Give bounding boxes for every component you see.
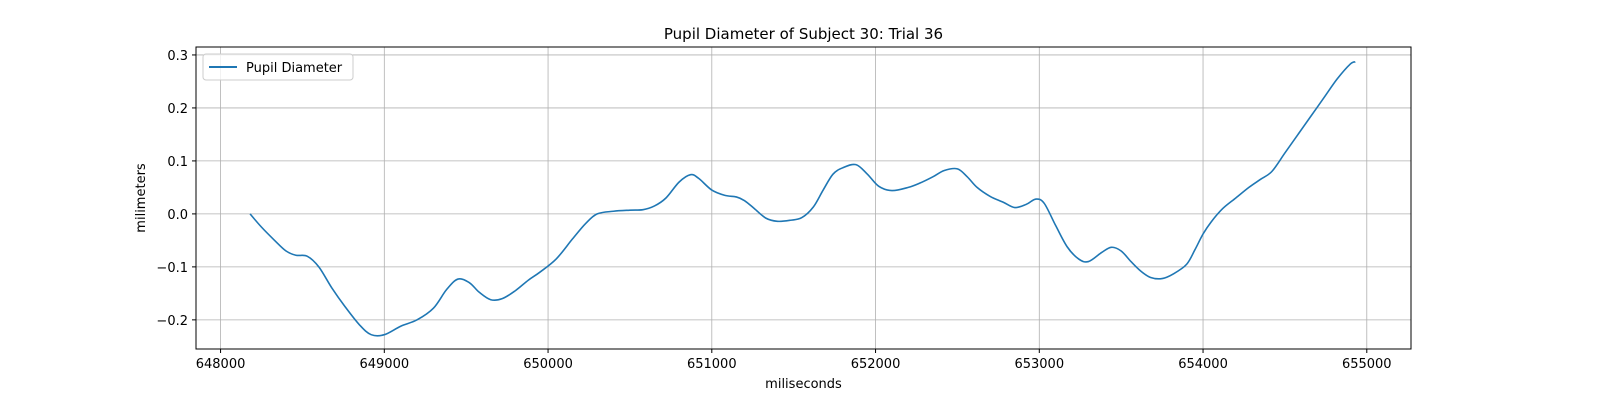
- x-axis-label: miliseconds: [765, 377, 842, 392]
- x-tick-label: 651000: [687, 357, 737, 372]
- y-axis-label: milimeters: [134, 163, 149, 233]
- y-tick-label: 0.1: [167, 155, 188, 170]
- grid-layer: [196, 47, 1411, 349]
- legend-label-pupil-diameter: Pupil Diameter: [246, 61, 343, 76]
- legend: Pupil Diameter: [202, 53, 354, 81]
- legend-box: [202, 53, 354, 81]
- x-tick-label: 650000: [523, 357, 573, 372]
- x-tick-label: 653000: [1014, 357, 1064, 372]
- x-tick-label: 654000: [1178, 357, 1228, 372]
- x-tick-label: 648000: [196, 357, 246, 372]
- plot-layer: [249, 61, 1356, 337]
- x-tick-label: 652000: [851, 357, 901, 372]
- series-line-pupil-diameter: [249, 61, 1356, 337]
- plot-frame: [195, 46, 1412, 350]
- x-tick-label: 649000: [359, 357, 409, 372]
- y-tick-label: 0.3: [167, 49, 188, 64]
- chart-title: Pupil Diameter of Subject 30: Trial 36: [664, 25, 943, 43]
- y-tick-label: −0.1: [156, 261, 188, 276]
- y-tick-label: 0.0: [167, 208, 188, 223]
- tick-layer: 648000 649000 650000 651000 652000 653000 6540…: [156, 49, 1391, 372]
- x-tick-label: 655000: [1342, 357, 1392, 372]
- y-tick-label: −0.2: [156, 314, 188, 329]
- y-tick-label: 0.2: [167, 102, 188, 117]
